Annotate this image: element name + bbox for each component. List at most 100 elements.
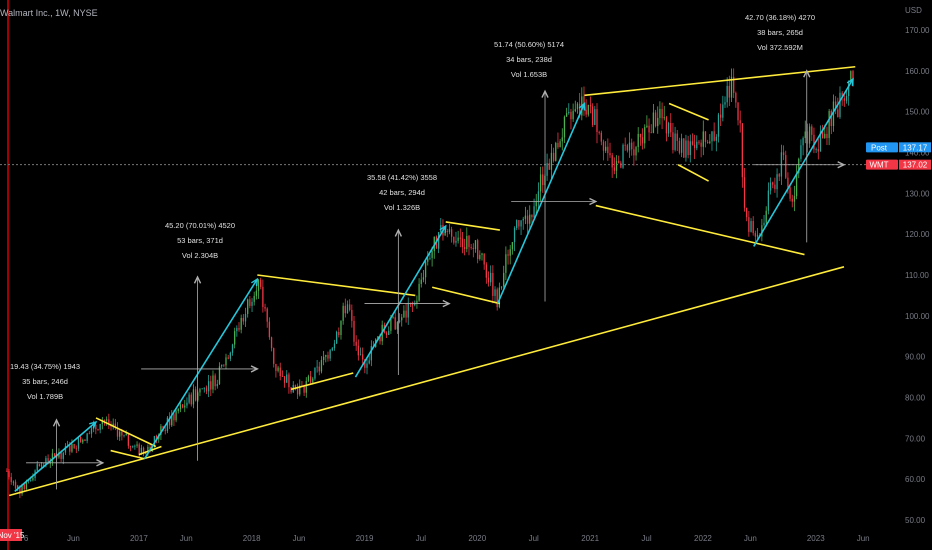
candle-down — [79, 437, 82, 443]
trendline[interactable] — [668, 102, 709, 121]
candle-up — [696, 141, 698, 149]
measure-horizontal-head — [589, 197, 598, 206]
price-tick-label: 170.00 — [905, 26, 930, 35]
price-tick-label: 100.00 — [905, 312, 930, 321]
trendline[interactable] — [445, 221, 501, 231]
candle-up — [21, 484, 23, 494]
measure-horizontal-head — [442, 299, 451, 308]
candle-down — [693, 144, 696, 149]
candle-down — [552, 152, 555, 161]
measure-annotation-line: Vol 1.789B — [27, 392, 63, 401]
candle-up — [667, 123, 670, 134]
candle-up — [286, 374, 288, 383]
candle-up — [171, 414, 173, 426]
trendline[interactable] — [257, 274, 416, 297]
candle-down — [654, 112, 657, 127]
candle-down — [168, 417, 171, 426]
candle-down — [69, 445, 71, 452]
candle-down — [670, 123, 672, 133]
candle-up — [646, 125, 648, 128]
trendline[interactable] — [110, 449, 145, 460]
candle-down — [578, 103, 581, 116]
trendline[interactable] — [432, 286, 501, 305]
candle-down — [38, 464, 41, 467]
candle-up — [299, 385, 301, 395]
candle-down — [607, 146, 609, 154]
time-tick-label: 2021 — [581, 534, 599, 543]
candle-down — [713, 131, 715, 141]
candle-down — [260, 279, 262, 287]
trendline[interactable] — [95, 417, 157, 448]
symbol-title[interactable]: Walmart Inc., 1W, NYSE — [0, 8, 98, 18]
candle-down — [10, 477, 12, 483]
candle-up — [312, 378, 314, 383]
candle-up — [90, 428, 93, 434]
candle-up — [212, 375, 214, 390]
candle-down — [338, 331, 340, 335]
candle-up — [240, 317, 242, 330]
candle-up — [216, 384, 218, 387]
candle-down — [609, 153, 611, 156]
candle-down — [739, 120, 741, 124]
candle-up — [457, 237, 459, 241]
measure-vertical-head — [541, 89, 549, 98]
time-tick-label: Jul — [416, 534, 426, 543]
candle-up — [828, 110, 830, 139]
candle-down — [691, 141, 694, 145]
candle-up — [702, 131, 704, 147]
measure-annotation-line: Vol 372.592M — [757, 43, 803, 52]
time-tick-label: Jun — [744, 534, 757, 543]
trendline[interactable] — [677, 164, 709, 182]
candle-up — [635, 147, 637, 156]
price-axis-panel[interactable] — [898, 0, 932, 550]
candle-down — [518, 220, 520, 227]
candles-layer — [6, 68, 854, 499]
candle-up — [368, 360, 370, 364]
post-badge-value: 137.17 — [903, 143, 928, 152]
candle-up — [511, 242, 514, 250]
candle-down — [242, 317, 245, 322]
candle-up — [479, 254, 481, 259]
trendline[interactable] — [290, 372, 354, 391]
time-tick-label: 2018 — [243, 534, 261, 543]
candle-down — [181, 404, 184, 408]
candle-up — [192, 389, 195, 405]
candle-up — [657, 117, 659, 127]
candle-down — [273, 348, 275, 364]
trendline[interactable] — [595, 204, 805, 256]
candle-up — [203, 387, 205, 389]
candle-down — [837, 109, 839, 118]
measure-annotation-line: 42.70 (36.18%) 4270 — [745, 13, 815, 22]
candle-up — [431, 251, 433, 258]
candle-down — [194, 389, 197, 401]
time-tick-label: Jun — [180, 534, 193, 543]
trendline[interactable] — [8, 266, 845, 497]
trendline[interactable] — [584, 65, 856, 97]
candle-up — [776, 174, 778, 190]
candle-up — [40, 465, 43, 467]
candle-up — [763, 222, 765, 226]
trend-arrow[interactable] — [496, 103, 586, 304]
trend-arrow[interactable] — [753, 78, 854, 247]
candle-up — [145, 452, 147, 455]
candle-up — [685, 140, 687, 158]
candle-down — [592, 106, 594, 125]
candle-down — [262, 286, 264, 307]
trend-arrow[interactable] — [14, 421, 97, 493]
candle-up — [151, 444, 153, 452]
candle-down — [811, 126, 813, 135]
candle-up — [125, 433, 127, 435]
candle-down — [227, 357, 229, 359]
candle-down — [23, 484, 25, 490]
candle-down — [596, 109, 598, 132]
candle-down — [778, 174, 780, 177]
candle-down — [841, 92, 843, 99]
measure-vertical-head — [803, 69, 811, 78]
price-tick-label: 110.00 — [905, 271, 929, 280]
trend-arrow[interactable] — [354, 225, 447, 378]
candle-up — [390, 317, 392, 331]
candle-up — [500, 286, 503, 288]
candle-down — [294, 385, 297, 388]
time-tick-label: Jun — [857, 534, 870, 543]
